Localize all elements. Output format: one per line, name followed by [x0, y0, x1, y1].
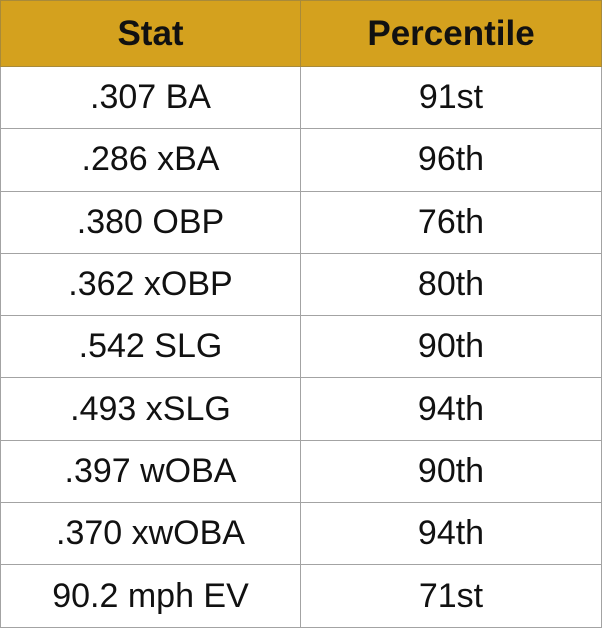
percentile-cell: 76th	[300, 190, 602, 254]
table-row: .362 xOBP 80th	[0, 252, 602, 317]
stat-cell: .362 xOBP	[0, 252, 301, 317]
stat-cell: 90.2 mph EV	[0, 564, 301, 628]
header-row: Stat Percentile	[0, 0, 602, 67]
table-row: .286 xBA 96th	[0, 128, 602, 192]
percentile-cell: 71st	[300, 564, 602, 628]
stat-cell: .370 xwOBA	[0, 502, 301, 566]
table-row: .542 SLG 90th	[0, 315, 602, 379]
percentile-cell: 80th	[300, 252, 602, 317]
percentile-cell: 91st	[300, 65, 602, 130]
table-row: 90.2 mph EV 71st	[0, 564, 602, 628]
stat-cell: .307 BA	[0, 65, 301, 130]
percentile-cell: 96th	[300, 128, 602, 192]
stat-cell: .493 xSLG	[0, 377, 301, 441]
table-row: .307 BA 91st	[0, 65, 602, 130]
header-stat: Stat	[0, 0, 301, 67]
stat-cell: .380 OBP	[0, 190, 301, 254]
percentile-cell: 90th	[300, 315, 602, 379]
header-percentile: Percentile	[300, 0, 602, 67]
stat-cell: .542 SLG	[0, 315, 301, 379]
percentile-cell: 94th	[300, 502, 602, 566]
percentile-cell: 94th	[300, 377, 602, 441]
table-row: .397 wOBA 90th	[0, 439, 602, 504]
table-row: .370 xwOBA 94th	[0, 502, 602, 566]
percentile-cell: 90th	[300, 439, 602, 504]
table-row: .380 OBP 76th	[0, 190, 602, 254]
stat-cell: .286 xBA	[0, 128, 301, 192]
table-row: .493 xSLG 94th	[0, 377, 602, 441]
stat-cell: .397 wOBA	[0, 439, 301, 504]
